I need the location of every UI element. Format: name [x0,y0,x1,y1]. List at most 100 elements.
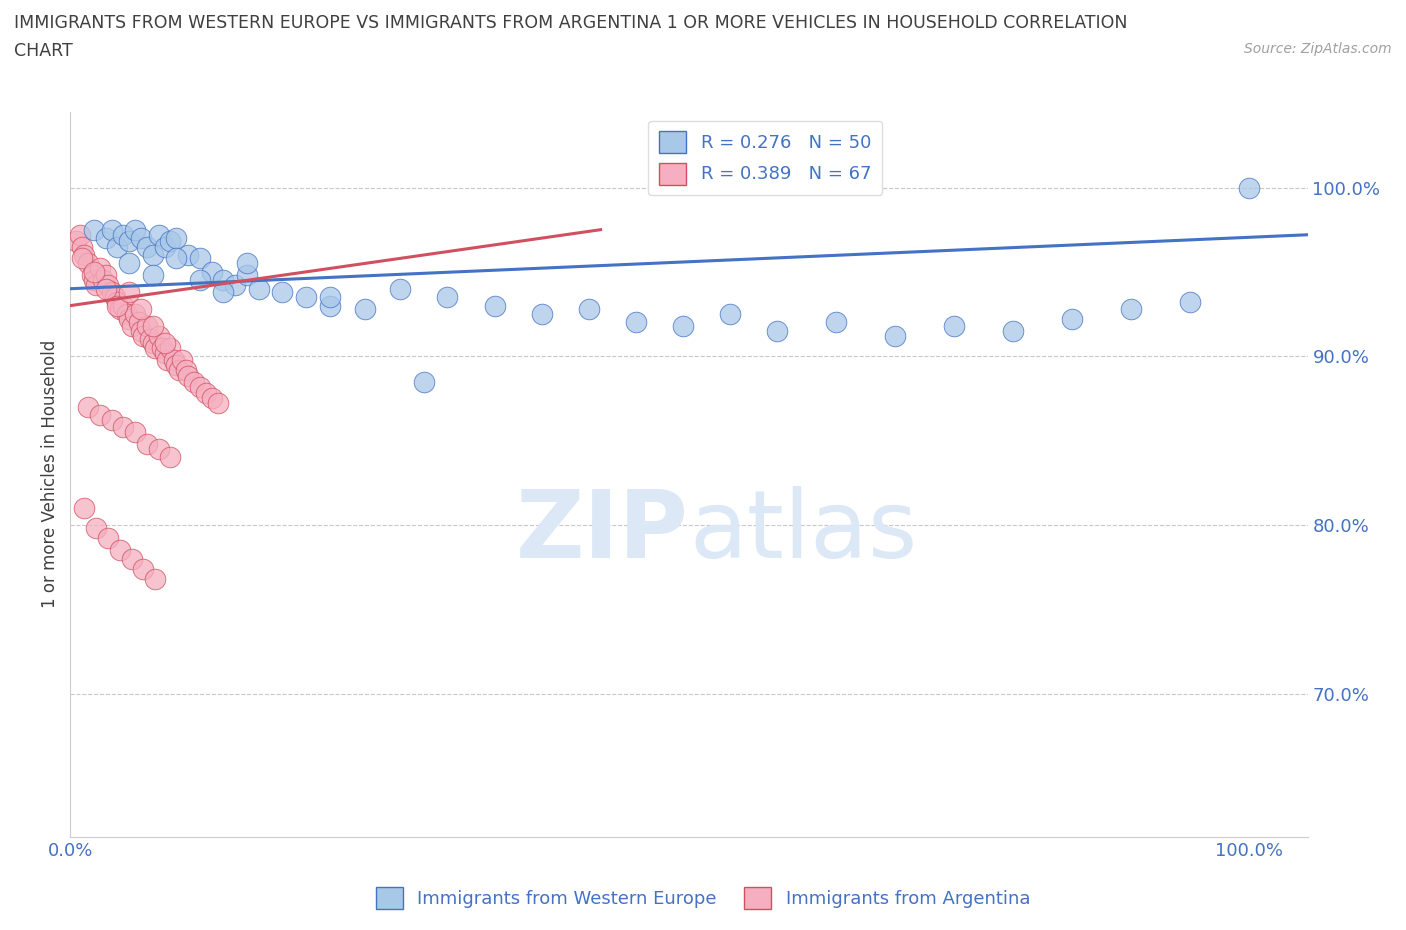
Point [188,272,211,287]
Point [578,301,600,316]
Point [124,307,146,322]
Point [159,450,181,465]
Point [107,239,129,254]
Point [132,328,155,343]
Point [207,396,229,411]
Point [212,285,235,299]
Point [236,268,259,283]
Point [70,251,93,266]
Point [100,413,122,428]
Point [73,247,96,262]
Point [177,369,200,384]
Point [156,352,179,367]
Point [188,379,211,394]
Point [295,290,318,305]
Text: Source: ZipAtlas.com: Source: ZipAtlas.com [1244,42,1392,56]
Point [107,295,129,310]
Point [89,261,111,276]
Point [77,399,100,414]
Point [624,315,647,330]
Point [718,307,741,322]
Point [236,256,259,271]
Point [128,315,150,330]
Point [165,251,187,266]
Point [112,227,135,242]
Point [97,531,120,546]
Point [83,222,105,237]
Point [143,340,166,355]
Point [142,268,165,283]
Point [672,318,695,333]
Point [354,301,377,316]
Point [80,268,103,283]
Point [318,299,340,313]
Point [118,285,141,299]
Point [129,231,152,246]
Point [94,281,117,296]
Y-axis label: 1 or more Vehicles in Household: 1 or more Vehicles in Household [41,340,59,608]
Point [436,290,458,305]
Legend: Immigrants from Western Europe, Immigrants from Argentina: Immigrants from Western Europe, Immigran… [368,880,1038,916]
Point [1119,301,1142,316]
Point [1001,324,1024,339]
Point [112,419,135,434]
Point [484,299,506,313]
Point [271,285,294,299]
Point [1178,295,1201,310]
Point [124,425,146,440]
Point [142,318,165,333]
Point [167,363,190,378]
Point [83,264,105,279]
Point [159,340,181,355]
Point [530,307,553,322]
Point [121,551,143,566]
Point [165,231,187,246]
Point [142,247,165,262]
Legend: R = 0.276   N = 50, R = 0.389   N = 67: R = 0.276 N = 50, R = 0.389 N = 67 [648,121,882,195]
Text: IMMIGRANTS FROM WESTERN EUROPE VS IMMIGRANTS FROM ARGENTINA 1 OR MORE VEHICLES I: IMMIGRANTS FROM WESTERN EUROPE VS IMMIGR… [14,14,1128,32]
Point [174,363,197,378]
Point [77,256,100,271]
Point [177,247,200,262]
Point [766,324,789,339]
Point [224,278,246,293]
Point [129,324,152,339]
Point [100,222,122,237]
Point [70,239,93,254]
Point [107,299,129,313]
Point [165,357,187,372]
Point [112,299,135,313]
Point [150,340,173,355]
Point [135,436,157,451]
Point [153,345,176,360]
Point [139,332,162,347]
Point [163,352,186,367]
Point [118,312,141,326]
Point [318,290,340,305]
Point [884,328,907,343]
Point [159,234,181,249]
Point [121,318,143,333]
Point [108,301,131,316]
Text: ZIP: ZIP [516,486,689,578]
Point [148,328,170,343]
Point [153,239,176,254]
Point [129,301,152,316]
Point [89,408,111,423]
Point [247,281,270,296]
Point [201,391,224,405]
Point [118,256,141,271]
Point [97,278,120,293]
Point [172,352,194,367]
Point [943,318,966,333]
Point [124,222,146,237]
Point [104,290,127,305]
Point [132,562,155,577]
Point [100,285,122,299]
Point [83,272,105,287]
Point [91,272,114,287]
Point [135,318,157,333]
Point [73,500,96,515]
Point [115,307,138,322]
Point [1060,312,1083,326]
